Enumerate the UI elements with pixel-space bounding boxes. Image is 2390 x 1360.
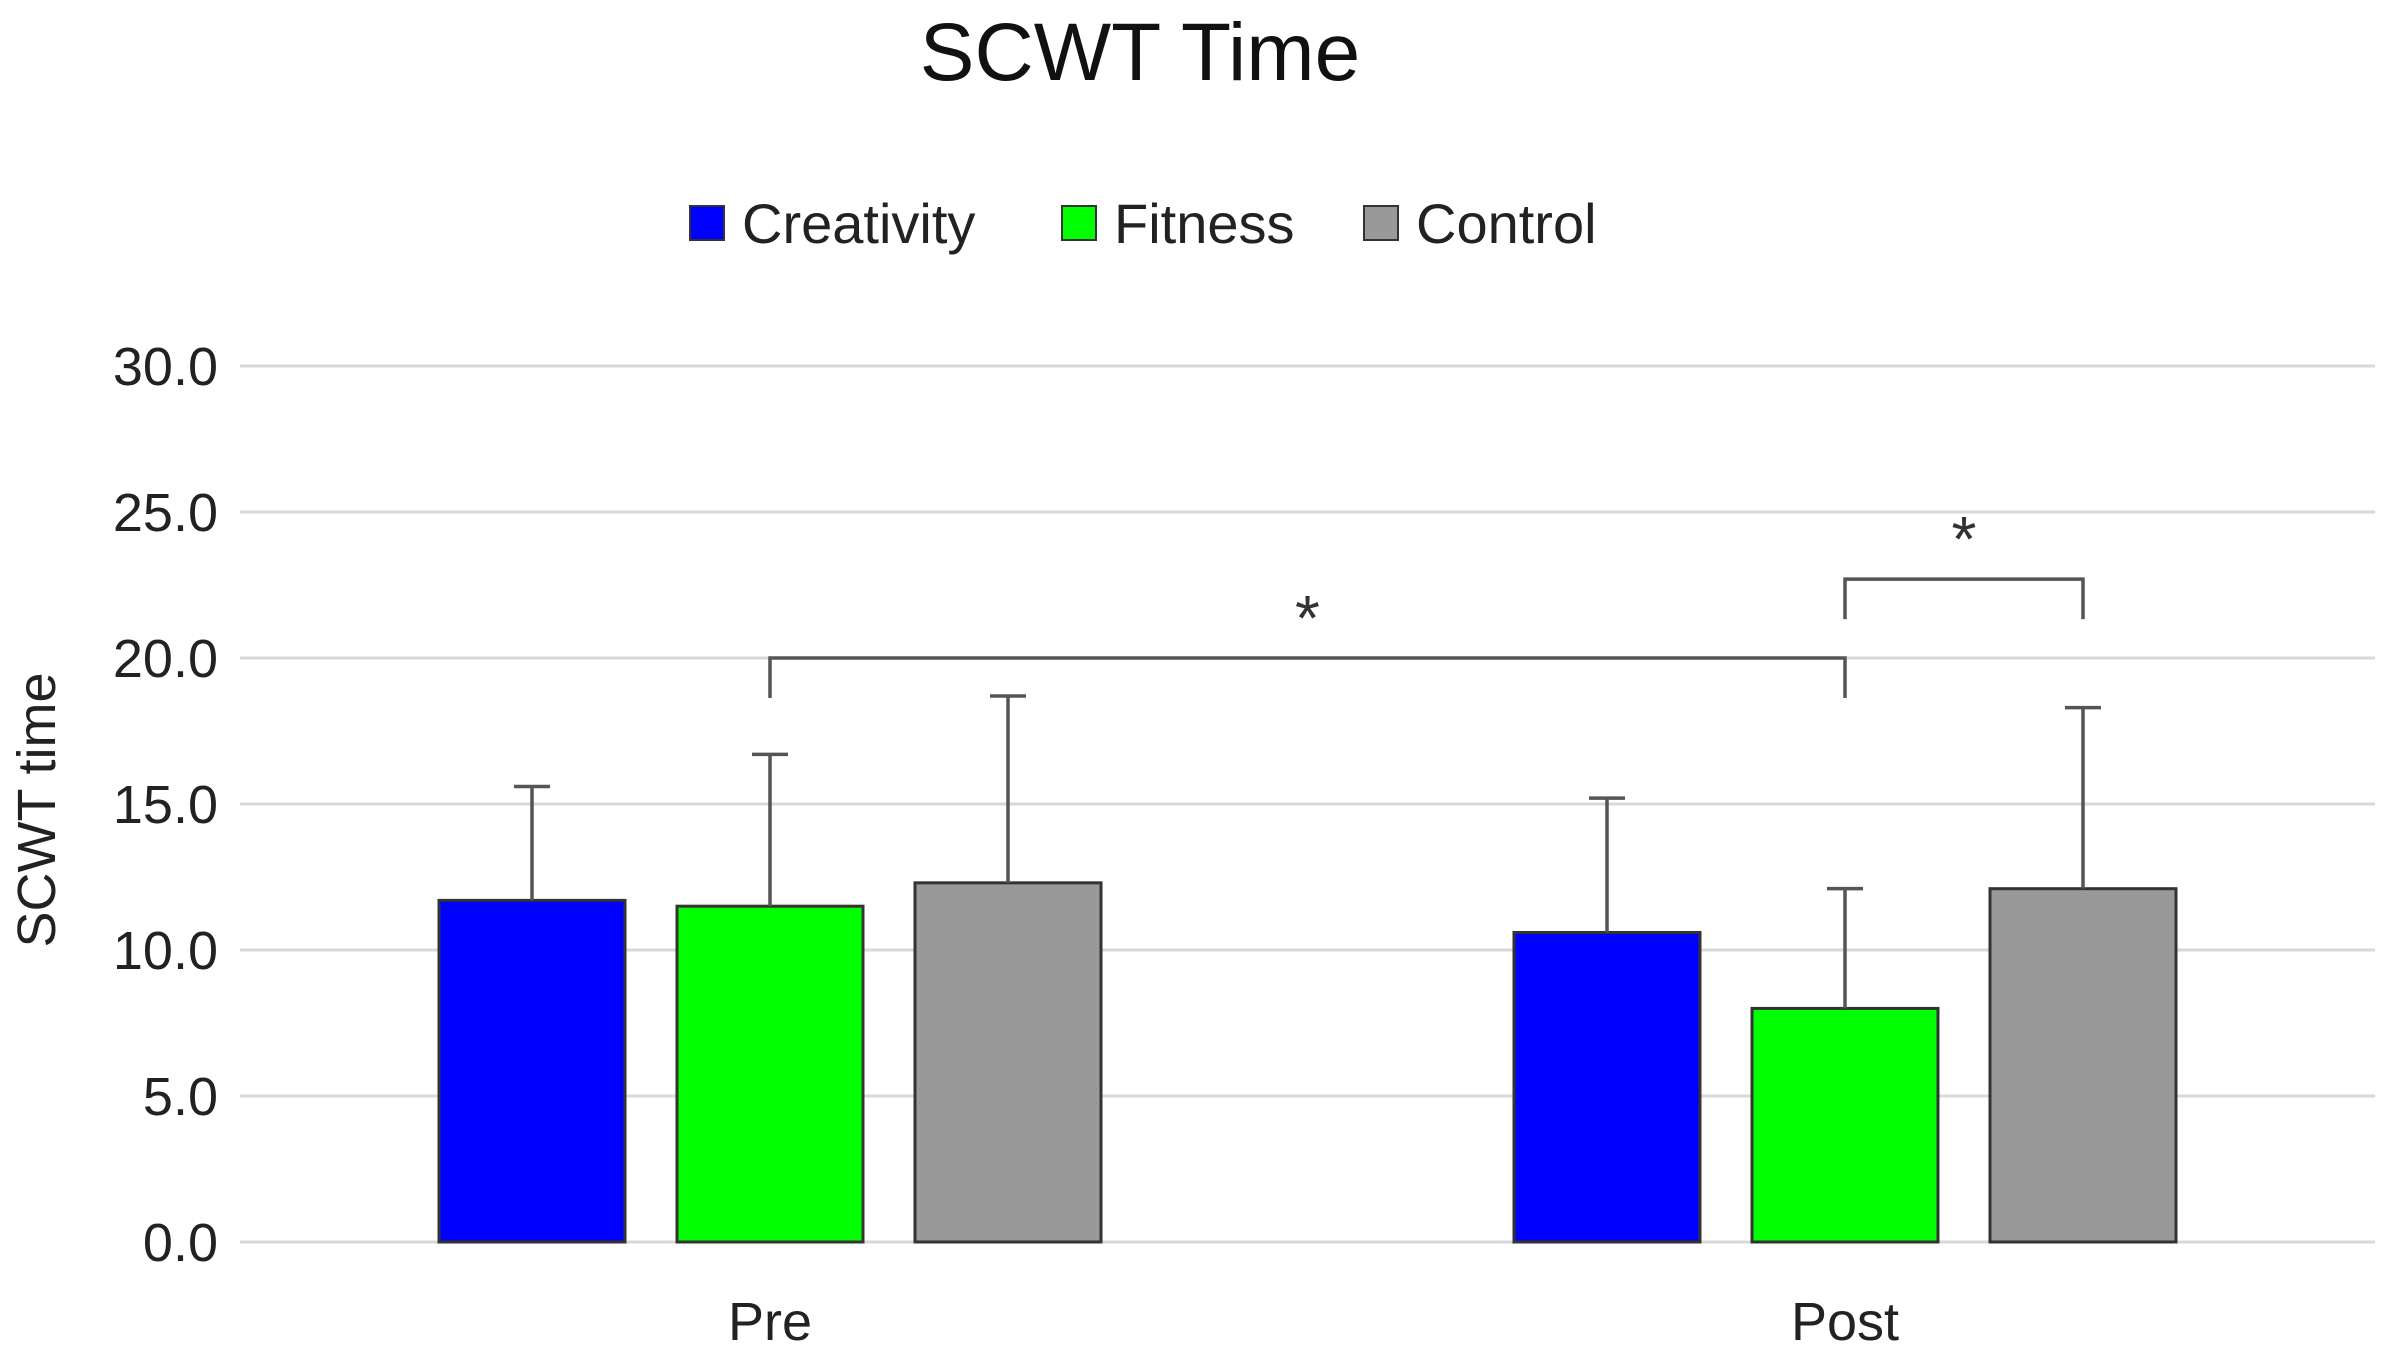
x-axis-category-labels: Pre Post (728, 1292, 1899, 1352)
bar-post-control (1988, 887, 2178, 1244)
y-tick-label: 30.0 (113, 337, 218, 397)
error-bar-post-creativity (1589, 796, 1625, 933)
bar-pre-creativity (437, 898, 627, 1244)
legend: Creativity Fitness Control (689, 192, 1597, 255)
error-bar-pre-fitness (752, 752, 788, 907)
x-category-label-pre: Pre (728, 1292, 812, 1352)
bar-pre-fitness (675, 904, 865, 1244)
significance-star: * (1295, 582, 1320, 654)
bracket-line (768, 656, 1847, 698)
bar-pre-control (913, 881, 1103, 1244)
bars (437, 881, 2178, 1244)
bar-post-creativity (1512, 930, 1702, 1244)
legend-swatch (1061, 205, 1097, 241)
significance-star: * (1952, 503, 1977, 575)
bar-post-fitness (1750, 1006, 1940, 1244)
chart-title: SCWT Time (920, 7, 1360, 98)
legend-swatch (1363, 205, 1399, 241)
legend-item-control: Control (1363, 192, 1597, 255)
y-tick-label: 15.0 (113, 775, 218, 835)
legend-swatch (689, 205, 725, 241)
significance-annotations: ** (768, 503, 2085, 698)
significance-bracket: * (1843, 503, 2085, 620)
legend-label: Creativity (742, 192, 975, 255)
legend-item-fitness: Fitness (1061, 192, 1295, 255)
error-bar-post-fitness (1827, 886, 1863, 1009)
y-tick-label: 20.0 (113, 629, 218, 689)
error-bar-pre-control (990, 694, 1026, 883)
bracket-line (1843, 577, 2085, 620)
x-category-label-post: Post (1791, 1292, 1899, 1352)
y-axis-tick-labels: 0.0 5.0 10.0 15.0 20.0 25.0 30.0 (113, 337, 218, 1273)
y-tick-label: 25.0 (113, 483, 218, 543)
error-bar-post-control (2065, 705, 2101, 889)
legend-label: Fitness (1114, 192, 1295, 255)
legend-label: Control (1416, 192, 1597, 255)
y-tick-label: 10.0 (113, 921, 218, 981)
legend-item-creativity: Creativity (689, 192, 975, 255)
y-tick-label: 0.0 (143, 1213, 218, 1273)
significance-bracket: * (768, 582, 1847, 698)
error-bars (514, 694, 2101, 1009)
y-axis-title: SCWT time (7, 672, 67, 947)
error-bar-pre-creativity (514, 784, 550, 901)
y-tick-label: 5.0 (143, 1067, 218, 1127)
